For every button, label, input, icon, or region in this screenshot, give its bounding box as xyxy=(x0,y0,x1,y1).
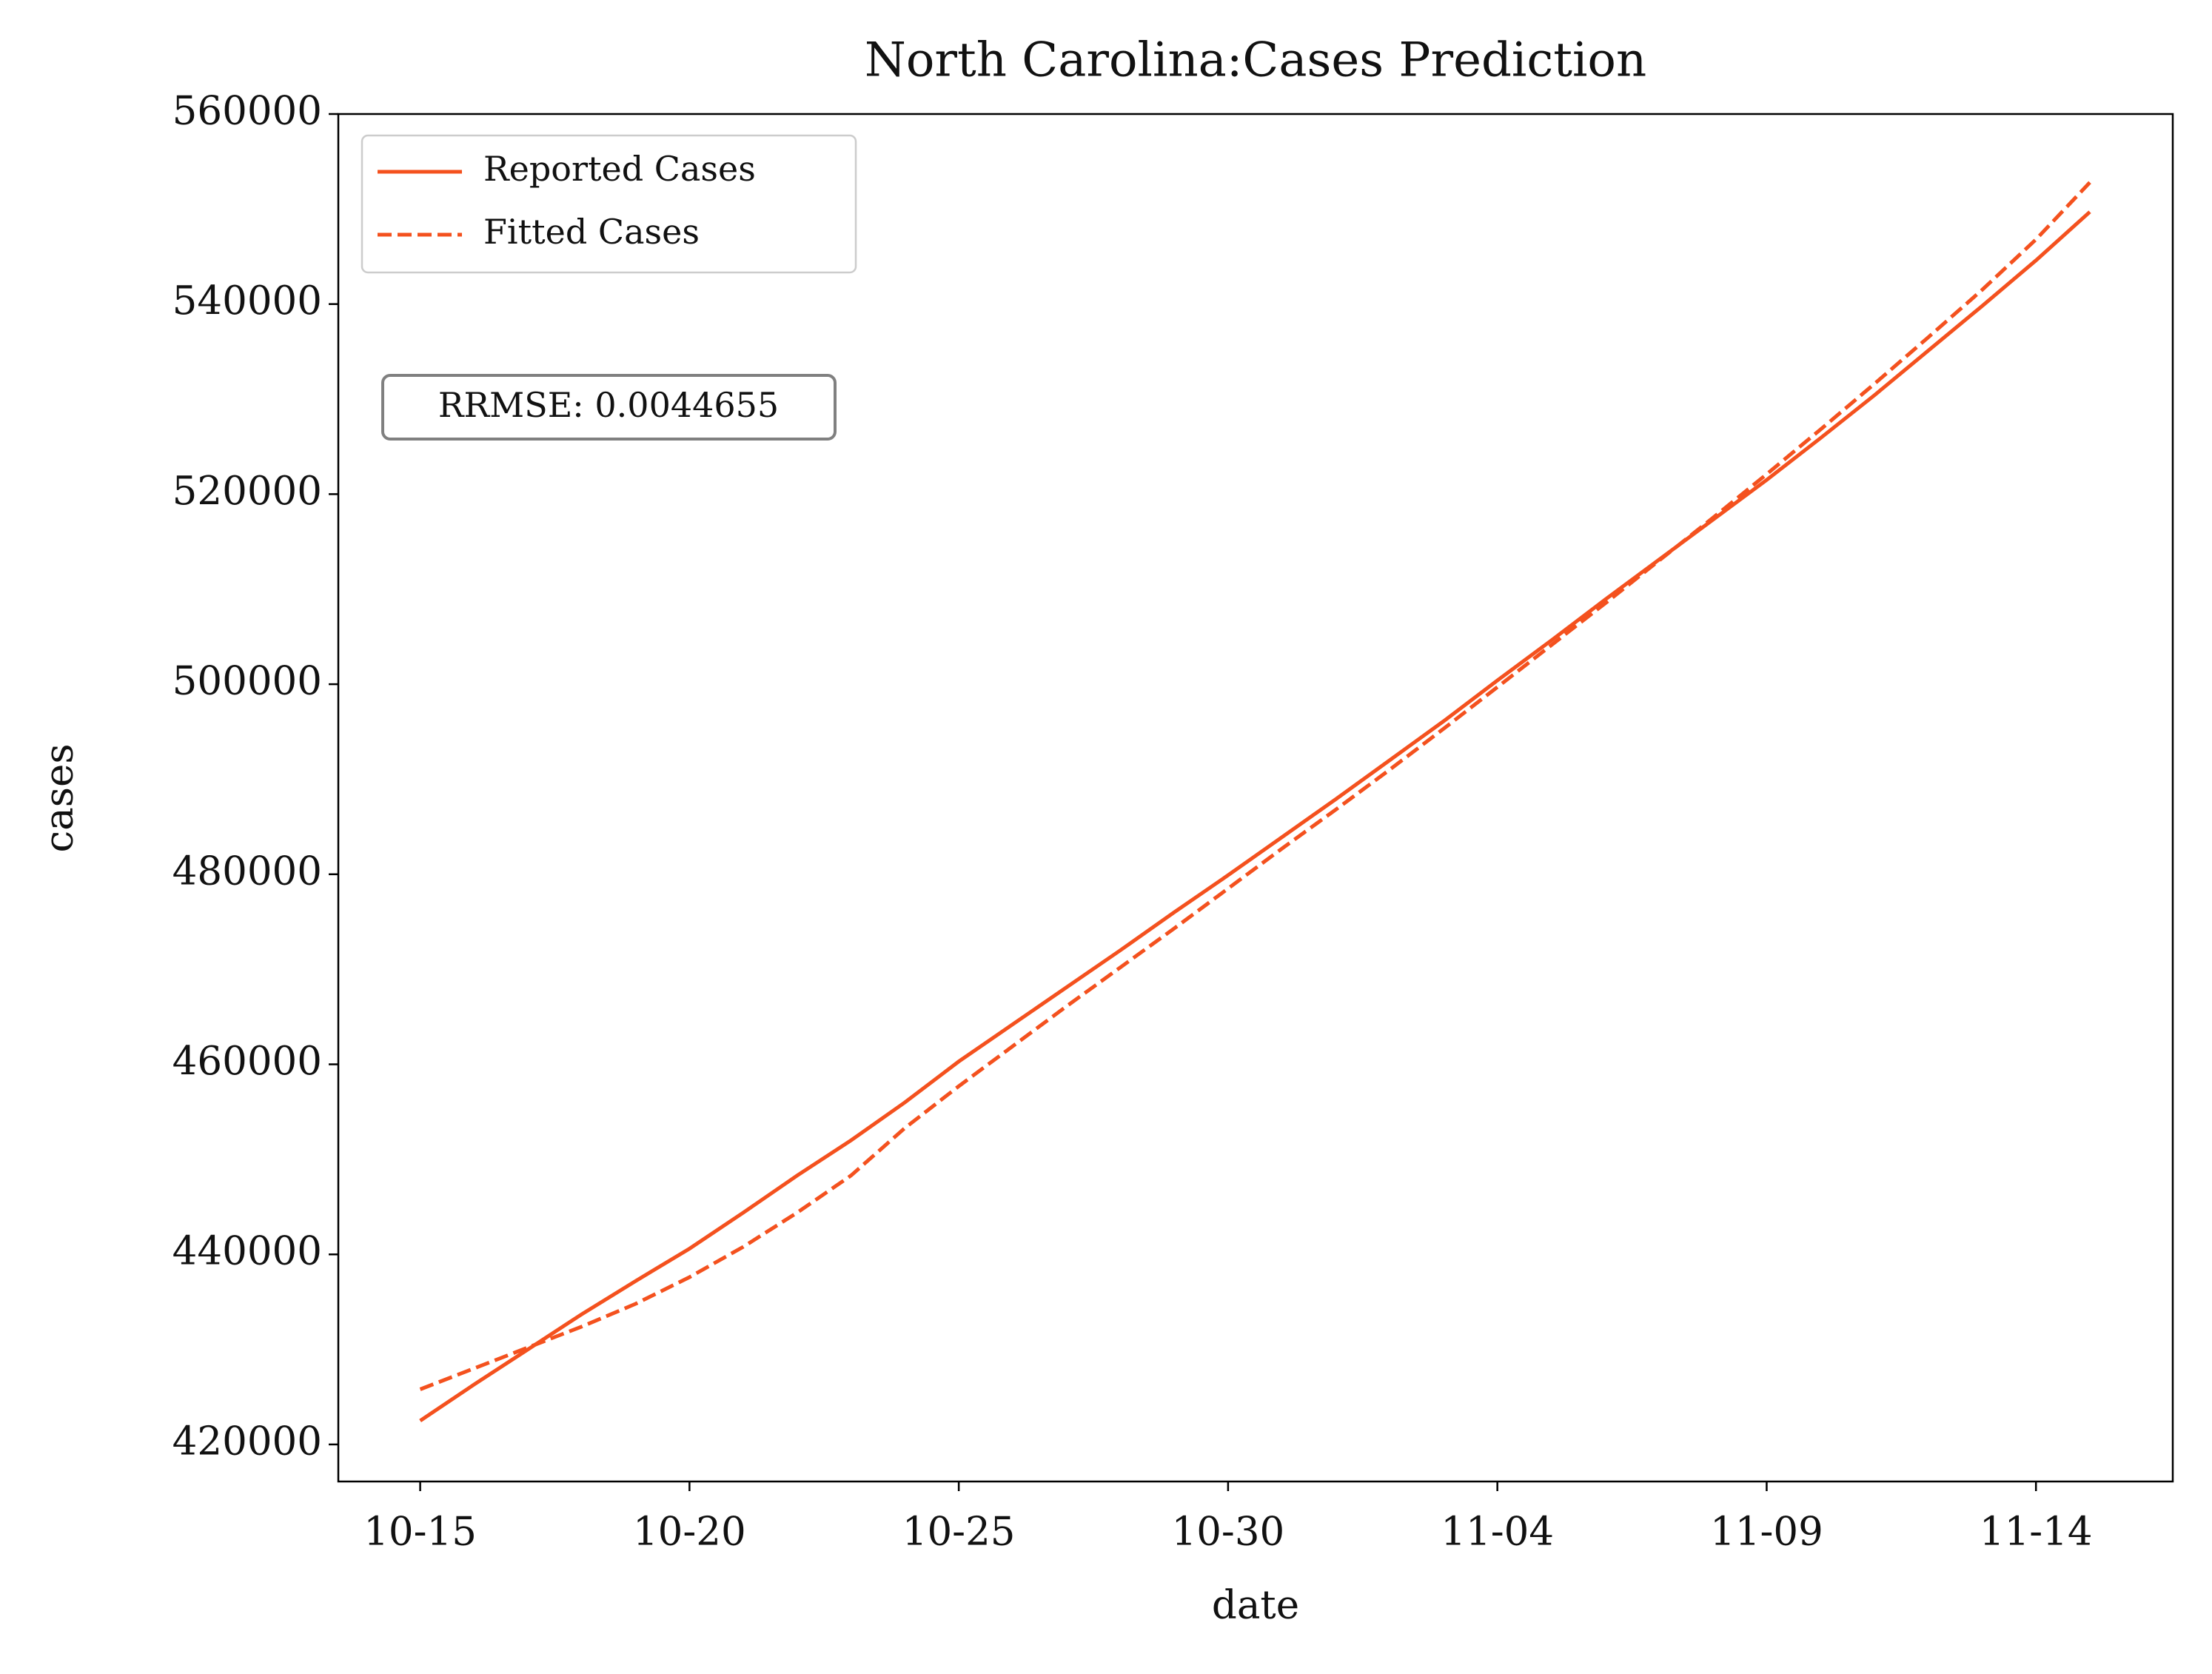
annotation-box xyxy=(381,374,837,441)
y-tick-label: 440000 xyxy=(172,1229,322,1274)
annotation: RRMSE: 0.0044655 xyxy=(438,385,779,425)
data-line xyxy=(419,181,2091,1391)
y-tick-label: 540000 xyxy=(172,278,322,324)
y-tick-label: 480000 xyxy=(172,848,322,894)
y-tick-label: 520000 xyxy=(172,469,322,514)
y-axis-label: cases xyxy=(37,743,82,852)
x-tick-label: 11-14 xyxy=(1980,1510,2093,1555)
y-tick-label: 460000 xyxy=(172,1039,322,1084)
x-tick-label: 10-30 xyxy=(1171,1510,1284,1555)
x-axis-label: date xyxy=(1212,1583,1299,1628)
x-tick-label: 10-15 xyxy=(363,1510,477,1555)
x-tick-label: 11-04 xyxy=(1441,1510,1554,1555)
plot-frame xyxy=(337,113,2174,1483)
y-tick-label: 560000 xyxy=(172,89,322,134)
legend-box xyxy=(361,134,857,274)
x-tick-label: 10-20 xyxy=(633,1510,746,1555)
data-line xyxy=(419,210,2091,1422)
y-tick-label: 420000 xyxy=(172,1419,322,1464)
legend-label: Reported Cases xyxy=(483,149,756,189)
legend-label: Fitted Cases xyxy=(483,212,700,252)
x-tick-label: 11-09 xyxy=(1710,1510,1823,1555)
chart-title: North Carolina:Cases Prediction xyxy=(865,33,1646,88)
y-tick-label: 500000 xyxy=(172,659,322,704)
x-tick-label: 10-25 xyxy=(902,1510,1016,1555)
